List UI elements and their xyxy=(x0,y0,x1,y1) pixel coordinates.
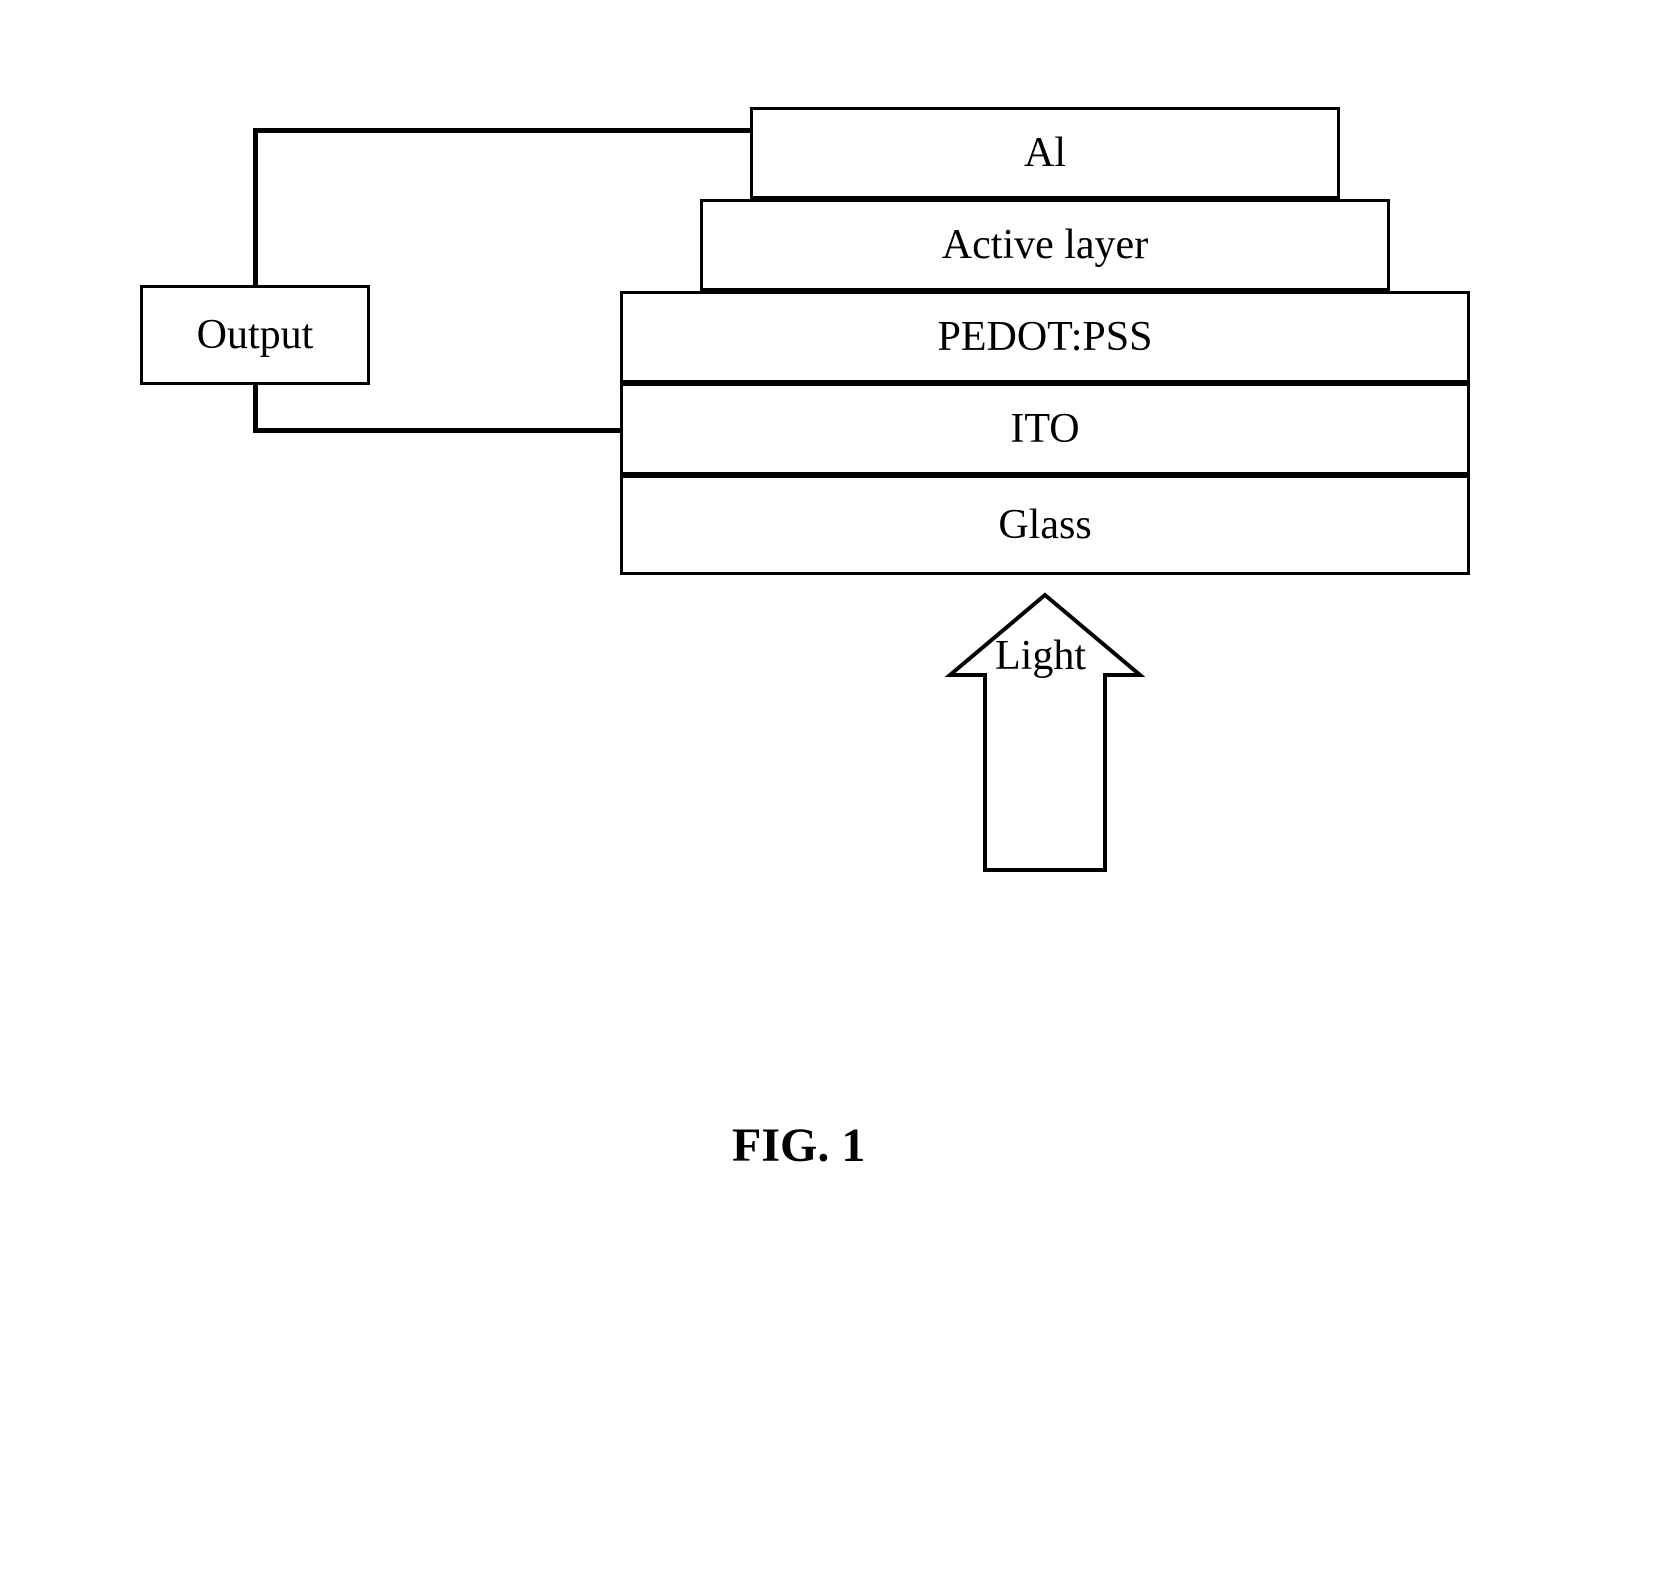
layer-glass: Glass xyxy=(620,475,1470,575)
connector-top-horizontal xyxy=(253,128,752,133)
layer-ito: ITO xyxy=(620,383,1470,475)
layer-al: Al xyxy=(750,107,1340,199)
output-box: Output xyxy=(140,285,370,385)
layer-ito-label: ITO xyxy=(1010,405,1079,453)
light-label: Light xyxy=(995,632,1086,680)
layer-pedot: PEDOT:PSS xyxy=(620,291,1470,383)
layer-glass-label: Glass xyxy=(998,501,1091,549)
connector-bottom-horizontal xyxy=(253,428,622,433)
diagram-canvas: Output Al Active layer PEDOT:PSS ITO Gla… xyxy=(0,0,1673,1577)
layer-al-label: Al xyxy=(1024,129,1066,177)
layer-pedot-label: PEDOT:PSS xyxy=(938,313,1153,361)
layer-active: Active layer xyxy=(700,199,1390,291)
figure-caption: FIG. 1 xyxy=(732,1118,865,1173)
connector-top-vertical xyxy=(253,130,258,287)
connector-bottom-vertical xyxy=(253,383,258,430)
output-label: Output xyxy=(197,311,314,359)
layer-active-label: Active layer xyxy=(942,221,1148,269)
